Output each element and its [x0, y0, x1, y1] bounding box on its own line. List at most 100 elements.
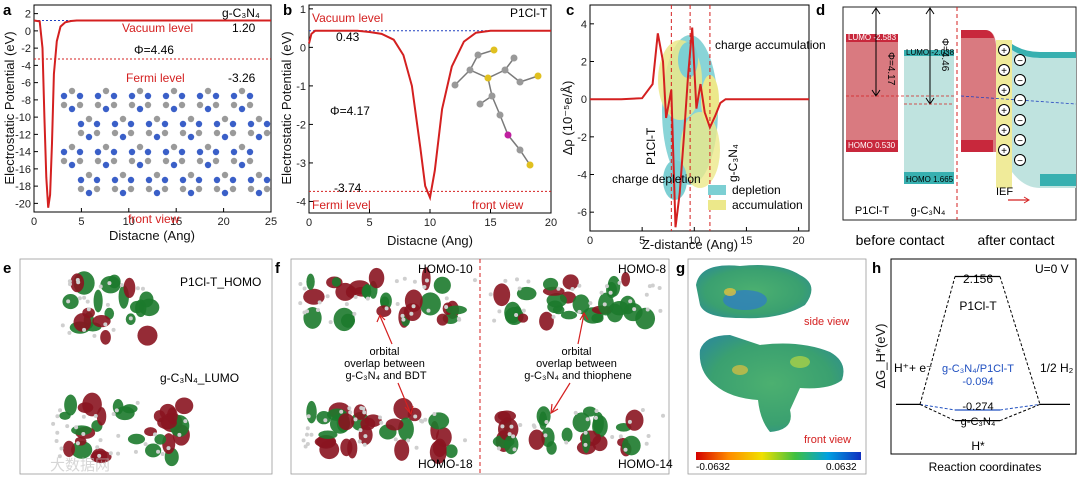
orbital-atom — [82, 327, 87, 332]
panel-b-yticks: 1 0 -1 -2 -3 -4 — [296, 4, 313, 208]
panel-a-title: g-C₃N₄ — [222, 6, 260, 20]
g-front-view: front view — [804, 434, 851, 446]
orbital-atom — [395, 301, 400, 306]
d-lumo-p: LUMO -2.583 — [848, 33, 897, 42]
molecule-atom — [504, 131, 512, 139]
lattice-atom — [102, 87, 110, 95]
lattice-atom — [247, 129, 255, 137]
panel-a-xlabel: Distacne (Ang) — [109, 228, 195, 243]
lattice-atom — [179, 185, 187, 193]
lattice-atom — [76, 148, 84, 156]
orbital-atom — [359, 406, 364, 411]
orbital-atom — [456, 316, 461, 321]
lattice-atom — [153, 115, 161, 123]
panel-h-frame — [890, 258, 1077, 455]
orbital-atom — [411, 304, 416, 309]
panel-b-title: P1Cl-T — [510, 6, 548, 20]
orbital-atom — [304, 432, 309, 437]
orbital-atom — [610, 434, 615, 439]
panel-d-label: d — [816, 2, 825, 19]
orbital-atom — [424, 278, 429, 283]
y-tick-label: -1 — [296, 81, 306, 93]
positive-charge — [998, 124, 1010, 136]
lattice-atom — [246, 157, 254, 165]
y-tick-label: -10 — [15, 112, 31, 124]
lattice-atom — [162, 92, 170, 100]
y-tick-label: -2 — [577, 132, 587, 144]
panel-b-vacuum-label: Vacuum level — [312, 11, 383, 25]
level-connector — [919, 403, 956, 422]
lattice-atom — [162, 148, 170, 156]
panel-c-xlabel: Z-distance (Ang) — [642, 237, 738, 252]
orbital-atom — [153, 432, 158, 437]
d-after-label: after contact — [977, 232, 1054, 248]
orbital-atom — [298, 301, 303, 306]
orbital-atom — [98, 438, 103, 443]
orbital-atom — [93, 414, 98, 419]
orbital-lobe — [539, 311, 554, 331]
panel-b: b 0 5 10 15 20 10-1-2-3-4 Distacne (Ang) Ele… — [279, 2, 557, 248]
lattice-atom — [111, 185, 119, 193]
x-tick-label: 15 — [484, 217, 496, 229]
orbital-lobe — [622, 435, 641, 456]
orbital-lobe — [543, 277, 559, 291]
orbital-atom — [103, 322, 108, 327]
lattice-atom — [212, 101, 220, 109]
positive-charge — [998, 64, 1010, 76]
h-mid-value: -0.094 — [962, 376, 993, 388]
x-tick-label: 0 — [306, 217, 312, 229]
d-after-p1clt — [961, 30, 996, 152]
lattice-atom — [196, 92, 204, 100]
lattice-atom — [153, 171, 161, 179]
d-gcn-gap — [904, 50, 954, 172]
lattice-atom — [60, 157, 68, 165]
orbital-atom — [344, 302, 349, 307]
orbital-lobe — [429, 440, 447, 464]
d-name-g: g-C₃N₄ — [911, 205, 946, 217]
orbital-atom — [81, 431, 86, 436]
lattice-atom — [144, 157, 152, 165]
orbital-atom — [306, 414, 311, 419]
orbital-atom — [315, 307, 320, 312]
panel-c: c 0 5 10 15 20 420-2-4-6 Z-distance (Ang) Δρ… — [560, 2, 826, 252]
lattice-atom — [111, 129, 119, 137]
lattice-atom — [60, 92, 68, 100]
d-ief: IEF — [996, 186, 1013, 198]
lattice-atom — [212, 92, 220, 100]
g-colorbar — [696, 452, 861, 460]
orbital-lobe — [318, 430, 338, 439]
orbital-atom — [644, 441, 649, 446]
lattice-atom — [161, 185, 169, 193]
orbital-atom — [55, 414, 60, 419]
orbital-atom — [107, 281, 112, 286]
orbital-atom — [423, 417, 428, 422]
lattice-atom — [128, 148, 136, 156]
lattice-atom — [145, 129, 153, 137]
lattice-atom — [111, 176, 119, 184]
lattice-atom — [93, 176, 101, 184]
orbital-lobe — [331, 277, 341, 287]
lattice-atom — [110, 148, 118, 156]
orbital-lobe — [347, 438, 358, 459]
lattice-atom — [127, 185, 135, 193]
orbital-lobe — [137, 325, 158, 346]
orbital-atom — [413, 414, 418, 419]
orbital-atom — [119, 283, 124, 288]
d-p1clt-gap — [846, 34, 898, 152]
lattice-atom — [195, 129, 203, 137]
orbital-atom — [406, 438, 411, 443]
orbital-atom — [521, 308, 526, 313]
orbital-atom — [51, 421, 56, 426]
y-tick-label: -2 — [296, 119, 306, 131]
lattice-atom — [255, 115, 263, 123]
f-homo8: HOMO-8 — [618, 262, 666, 276]
orbital-atom — [503, 278, 508, 283]
x-tick-label: 20 — [545, 217, 557, 229]
orbital-atom — [497, 309, 502, 314]
orbital-lobe — [446, 305, 467, 315]
d-after-gcn — [1012, 44, 1076, 188]
negative-charge-sign: − — [1017, 116, 1023, 127]
panel-d: d LUMO -2.583 HOMO 0.530 Φ=4.17 LUMO -2.… — [816, 2, 1077, 248]
x-tick-label: 15 — [170, 216, 182, 228]
lattice-atom — [76, 157, 84, 165]
